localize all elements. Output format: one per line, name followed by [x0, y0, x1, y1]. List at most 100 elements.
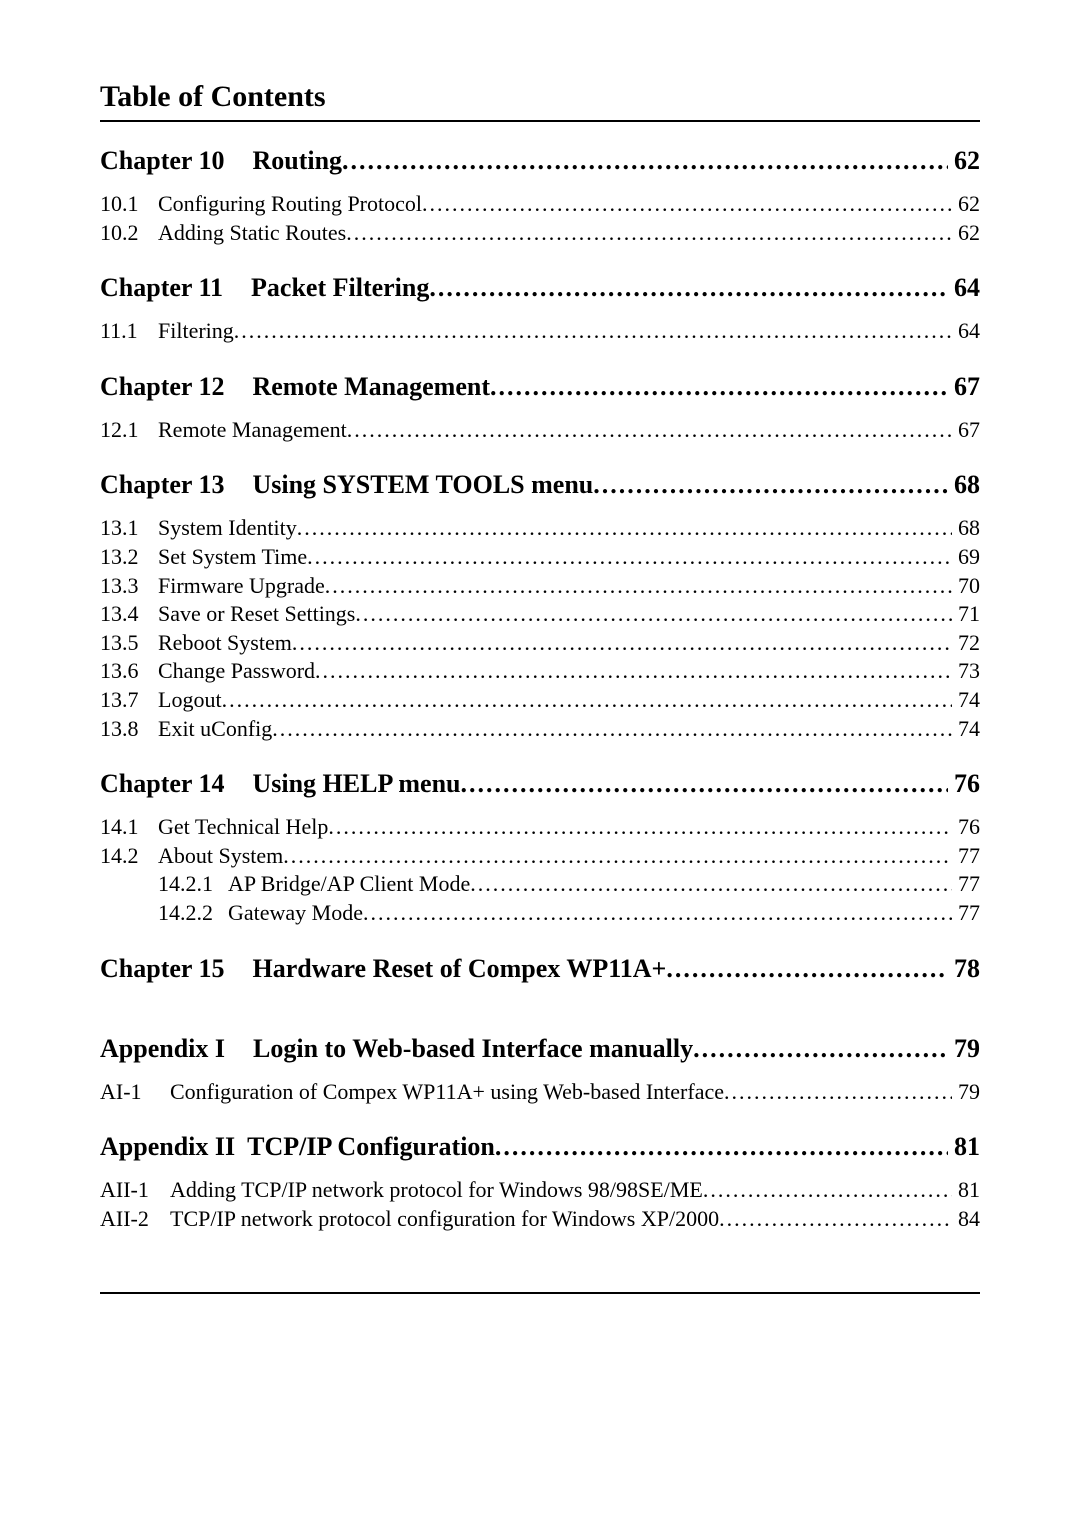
- toc-page: Table of Contents Chapter 10Routing.....…: [0, 0, 1080, 1529]
- leader-dots: ........................................…: [703, 1176, 952, 1205]
- subsub-page: 77: [952, 870, 980, 899]
- sub-title: Logout: [158, 686, 222, 715]
- leader-dots: ........................................…: [693, 1034, 948, 1064]
- leader-dots: ........................................…: [328, 813, 952, 842]
- sub-page: 68: [952, 514, 980, 543]
- chapter-title: Routing: [252, 146, 342, 176]
- sub-number: 13.6: [100, 657, 158, 686]
- toc-block: Chapter 11Packet Filtering..............…: [100, 273, 980, 346]
- leader-dots: ........................................…: [363, 899, 952, 928]
- sub-line: 12.1Remote Management...................…: [100, 416, 980, 445]
- chapter-line: Chapter 15Hardware Reset of Compex WP11A…: [100, 954, 980, 984]
- toc-block: Chapter 13Using SYSTEM TOOLS menu.......…: [100, 470, 980, 743]
- sub-number: 13.8: [100, 715, 158, 744]
- sub-list: 11.1Filtering...........................…: [100, 317, 980, 346]
- subsub-line: 14.2.2Gateway Mode......................…: [100, 899, 980, 928]
- sub-list: 14.1Get Technical Help..................…: [100, 813, 980, 927]
- chapter-prefix: Chapter 13: [100, 470, 252, 500]
- toc-body: Chapter 10Routing.......................…: [100, 146, 980, 1233]
- sub-line: 13.2Set System Time.....................…: [100, 543, 980, 572]
- subsub-page: 77: [952, 899, 980, 928]
- leader-dots: ........................................…: [342, 146, 948, 176]
- chapter-title: Using HELP menu: [252, 769, 460, 799]
- sub-number: 12.1: [100, 416, 158, 445]
- chapter-line: Chapter 13Using SYSTEM TOOLS menu.......…: [100, 470, 980, 500]
- leader-dots: ........................................…: [724, 1078, 952, 1107]
- sub-page: 74: [952, 715, 980, 744]
- sub-line: 14.2About System........................…: [100, 842, 980, 871]
- sub-number: 14.2: [100, 842, 158, 871]
- leader-dots: ........................................…: [666, 954, 948, 984]
- sub-number: AII-1: [100, 1176, 170, 1205]
- sub-page: 84: [952, 1205, 980, 1234]
- leader-dots: ........................................…: [422, 190, 952, 219]
- sub-title: Adding TCP/IP network protocol for Windo…: [170, 1176, 703, 1205]
- sub-number: 10.1: [100, 190, 158, 219]
- chapter-line: Appendix IITCP/IP Configuration.........…: [100, 1132, 980, 1162]
- sub-page: 62: [952, 190, 980, 219]
- chapter-page: 79: [948, 1034, 980, 1064]
- leader-dots: ........................................…: [490, 372, 948, 402]
- chapter-page: 78: [948, 954, 980, 984]
- sub-number: AI-1: [100, 1078, 170, 1107]
- leader-dots: ........................................…: [355, 600, 952, 629]
- chapter-prefix: Chapter 14: [100, 769, 252, 799]
- sub-title: TCP/IP network protocol configuration fo…: [170, 1205, 719, 1234]
- rule-bottom-wrap: [100, 1268, 980, 1294]
- sub-title: About System: [158, 842, 283, 871]
- chapter-title: Using SYSTEM TOOLS menu: [252, 470, 593, 500]
- sub-page: 73: [952, 657, 980, 686]
- toc-block: Appendix ILogin to Web-based Interface m…: [100, 1034, 980, 1107]
- sub-page: 76: [952, 813, 980, 842]
- sub-line: AI-1Configuration of Compex WP11A+ using…: [100, 1078, 980, 1107]
- chapter-page: 68: [948, 470, 980, 500]
- subsub-title: Gateway Mode: [228, 899, 363, 928]
- chapter-page: 62: [948, 146, 980, 176]
- sub-number: 13.2: [100, 543, 158, 572]
- leader-dots: ........................................…: [347, 416, 952, 445]
- sub-line: AII-1Adding TCP/IP network protocol for …: [100, 1176, 980, 1205]
- sub-page: 64: [952, 317, 980, 346]
- sub-number: 13.3: [100, 572, 158, 601]
- sub-page: 62: [952, 219, 980, 248]
- leader-dots: ........................................…: [461, 769, 948, 799]
- sub-title: Configuration of Compex WP11A+ using Web…: [170, 1078, 724, 1107]
- toc-block: Chapter 10Routing.......................…: [100, 146, 980, 247]
- sub-line: 13.3Firmware Upgrade....................…: [100, 572, 980, 601]
- sub-number: 13.1: [100, 514, 158, 543]
- chapter-line: Chapter 11Packet Filtering..............…: [100, 273, 980, 303]
- leader-dots: ........................................…: [315, 657, 952, 686]
- leader-dots: ........................................…: [292, 629, 952, 658]
- subsub-number: 14.2.1: [158, 870, 228, 899]
- subsub-title: AP Bridge/AP Client Mode: [228, 870, 470, 899]
- rule-bottom: [100, 1292, 980, 1294]
- leader-dots: ........................................…: [325, 572, 952, 601]
- leader-dots: ........................................…: [234, 317, 952, 346]
- sub-title: System Identity: [158, 514, 297, 543]
- sub-page: 72: [952, 629, 980, 658]
- sub-page: 67: [952, 416, 980, 445]
- sub-page: 69: [952, 543, 980, 572]
- sub-page: 70: [952, 572, 980, 601]
- sub-title: Filtering: [158, 317, 234, 346]
- sub-number: 10.2: [100, 219, 158, 248]
- toc-title: Table of Contents: [100, 80, 980, 114]
- chapter-page: 81: [948, 1132, 980, 1162]
- sub-number: 13.5: [100, 629, 158, 658]
- leader-dots: ........................................…: [272, 715, 952, 744]
- sub-line: 13.4Save or Reset Settings..............…: [100, 600, 980, 629]
- leader-dots: ........................................…: [593, 470, 948, 500]
- chapter-title: TCP/IP Configuration: [247, 1132, 495, 1162]
- sub-page: 81: [952, 1176, 980, 1205]
- sub-line: 13.8Exit uConfig........................…: [100, 715, 980, 744]
- toc-block: Chapter 15Hardware Reset of Compex WP11A…: [100, 954, 980, 984]
- sub-list: 12.1Remote Management...................…: [100, 416, 980, 445]
- sub-title: Set System Time: [158, 543, 307, 572]
- sub-page: 79: [952, 1078, 980, 1107]
- sub-line: 13.1System Identity.....................…: [100, 514, 980, 543]
- sub-list: AII-1Adding TCP/IP network protocol for …: [100, 1176, 980, 1233]
- leader-dots: ........................................…: [346, 219, 952, 248]
- sub-line: 13.7Logout..............................…: [100, 686, 980, 715]
- chapter-title: Hardware Reset of Compex WP11A+: [252, 954, 666, 984]
- sub-list: AI-1Configuration of Compex WP11A+ using…: [100, 1078, 980, 1107]
